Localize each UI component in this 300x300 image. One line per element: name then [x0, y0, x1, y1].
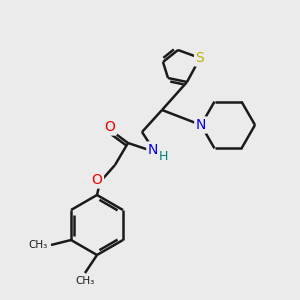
- Text: N: N: [196, 118, 206, 132]
- Text: S: S: [196, 51, 204, 65]
- Text: N: N: [148, 143, 158, 157]
- Text: O: O: [105, 120, 116, 134]
- Text: CH₃: CH₃: [75, 276, 94, 286]
- Text: CH₃: CH₃: [29, 240, 48, 250]
- Text: O: O: [92, 173, 102, 187]
- Text: H: H: [158, 149, 168, 163]
